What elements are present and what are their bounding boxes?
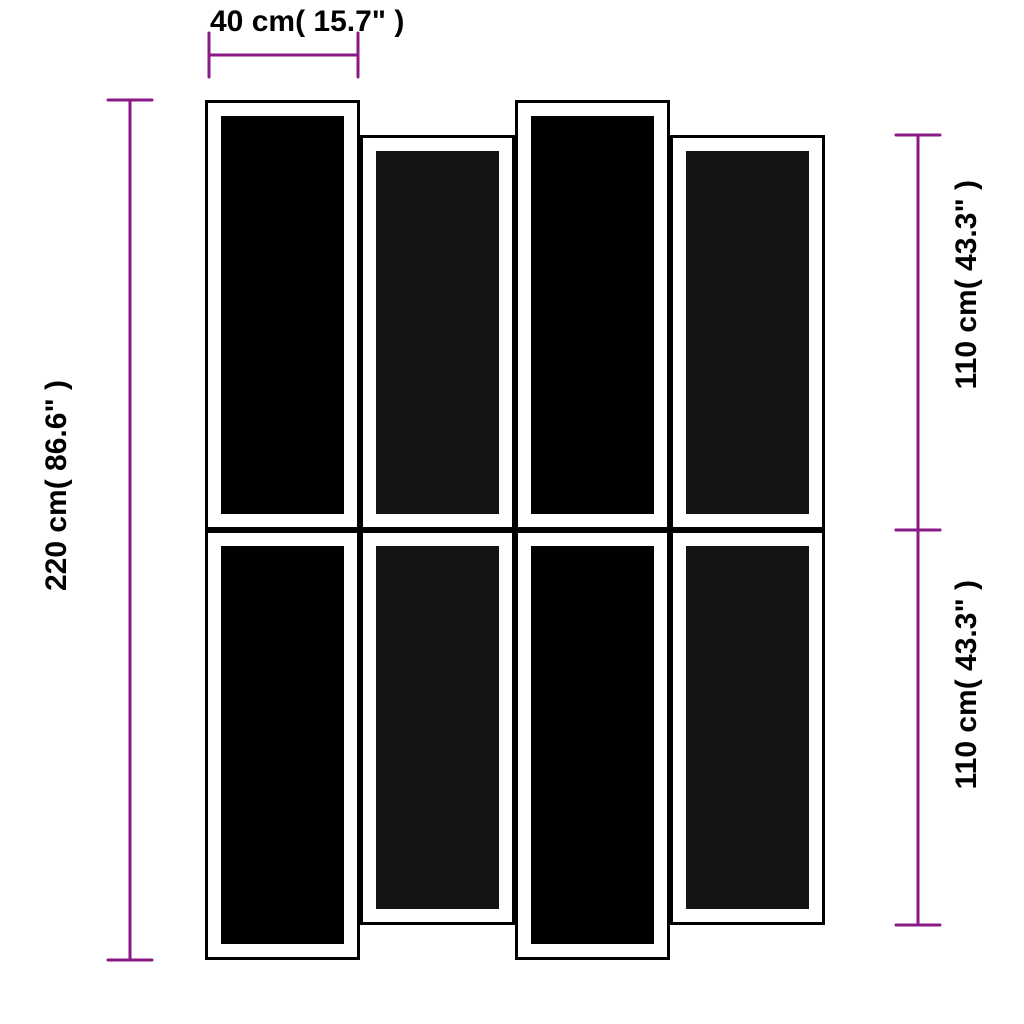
panel-fill [376,546,499,909]
panel-fill [221,116,344,514]
panel-fill [531,116,654,514]
panel-fill [531,546,654,944]
lower-half-dimension-label: 110 cm( 43.3" ) [950,580,984,789]
height-dimension-label: 220 cm( 86.6" ) [40,380,74,591]
panel-fill [376,151,499,514]
upper-half-dimension-label: 110 cm( 43.3" ) [950,180,984,389]
diagram-stage: 40 cm( 15.7" ) 220 cm( 86.6" ) 110 cm( 4… [0,0,1024,1024]
panel-fill [686,151,809,514]
width-dimension-label: 40 cm( 15.7" ) [210,5,404,39]
panel-fill [686,546,809,909]
panel-fill [221,546,344,944]
